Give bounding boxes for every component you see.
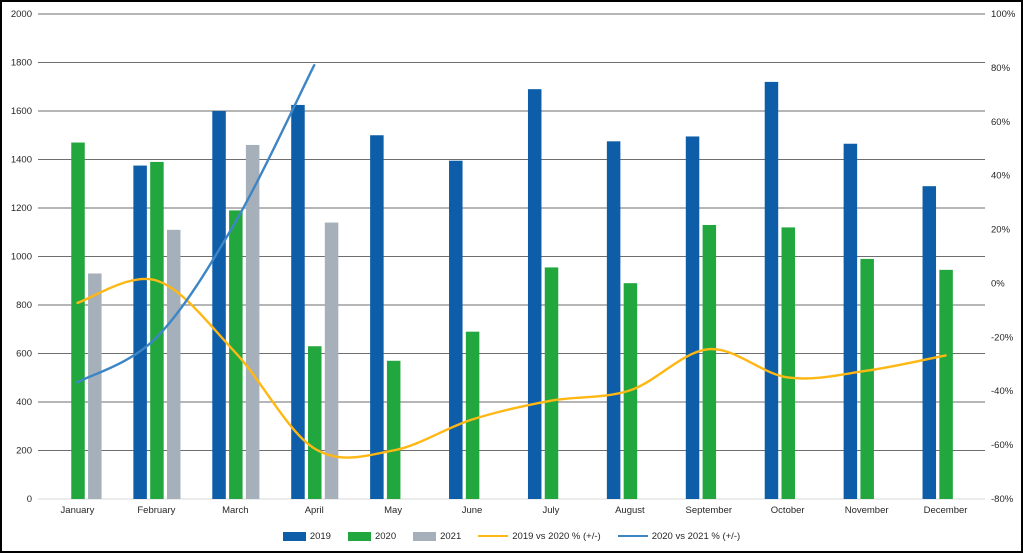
bar-2019-March (212, 111, 226, 499)
category-label-August: August (615, 505, 645, 516)
left-axis-tick-label: 1400 (11, 155, 32, 166)
category-label-December: December (924, 505, 968, 516)
bar-2020-February (150, 161, 164, 500)
right-axis-tick-label: 80% (991, 63, 1011, 74)
left-axis-tick-label: 0 (27, 494, 32, 505)
legend-item-2020: 2020 (347, 530, 397, 542)
bar-2020-September (702, 224, 717, 499)
bar-2021-January (88, 273, 102, 499)
left-axis-tick-label: 2000 (11, 9, 32, 20)
right-axis-tick-label: 0% (991, 278, 1005, 289)
chart-legend: 2019 2020 2021 2019 vs 2020 % (+/-) 2020 vs … (2, 526, 1021, 546)
category-label-January: January (61, 505, 95, 516)
category-axis-labels: January February March April May June July Augu… (61, 505, 968, 516)
legend-label: 2019 vs 2020 % (+/-) (512, 530, 601, 542)
left-axis-tick-label: 800 (16, 300, 32, 311)
left-axis-tick-labels: 0 200 400 600 800 1000 1200 1400 1600 1800 2000 (11, 9, 32, 505)
right-axis-tick-label: 40% (991, 171, 1011, 182)
bar-2021-March (245, 144, 260, 499)
category-label-November: November (845, 505, 889, 516)
legend-label: 2020 vs 2021 % (+/-) (651, 530, 741, 542)
bar-2020-November (860, 258, 874, 499)
left-axis-tick-label: 200 (16, 446, 32, 457)
legend-bar-swatch-2021 (413, 531, 437, 541)
legend-item-2019: 2019 (282, 530, 331, 542)
legend-label: 2019 (309, 530, 331, 542)
right-axis-tick-label: -80% (991, 494, 1014, 505)
right-axis-tick-label: -20% (991, 332, 1014, 343)
right-axis-tick-label: -40% (991, 386, 1014, 397)
category-label-June: June (462, 505, 483, 516)
line-2019-vs-2020 (76, 277, 947, 459)
gridlines (38, 13, 985, 500)
right-axis-tick-label: 20% (991, 225, 1011, 236)
bar-2020-June (465, 331, 480, 499)
bar-2021-February (166, 229, 181, 499)
legend-item-2021: 2021 (413, 531, 461, 542)
category-label-October: October (771, 505, 805, 516)
bar-series-2019 (133, 81, 937, 500)
legend-label: 2021 (440, 530, 462, 542)
category-label-July: July (543, 505, 560, 516)
line-2020-vs-2021 (76, 63, 316, 384)
left-axis-tick-label: 1600 (11, 106, 32, 117)
bar-2019-July (527, 89, 542, 500)
bar-series-2021 (88, 144, 339, 500)
legend-item-2020-vs-2021: 2020 vs 2021 % (+/-) (617, 530, 741, 542)
legend-item-2019-vs-2020: 2019 vs 2020 % (+/-) (478, 530, 601, 542)
bar-2020-January (71, 142, 85, 499)
legend-bar-swatch-2019 (282, 531, 306, 541)
left-axis-tick-label: 1200 (11, 203, 32, 214)
legend-line-swatch-2020-vs-2021 (617, 534, 648, 538)
category-label-February: February (137, 505, 175, 516)
bar-2019-February (133, 165, 147, 499)
left-axis-tick-label: 600 (16, 349, 32, 360)
right-axis-tick-labels: -80% -60% -40% -20% 0% 20% 40% 60% 80% 100% (991, 9, 1016, 505)
bar-2020-December (939, 269, 953, 499)
right-axis-tick-label: 60% (991, 117, 1011, 128)
legend-bar-swatch-2020 (347, 531, 371, 541)
bar-2019-November (843, 143, 858, 500)
category-label-May: May (384, 505, 402, 516)
bar-2020-October (781, 227, 796, 499)
legend-label: 2020 (374, 530, 397, 542)
bar-2020-April (308, 346, 322, 499)
category-label-April: April (305, 505, 324, 516)
right-axis-tick-label: 100% (991, 9, 1016, 20)
bar-2019-December (922, 186, 937, 500)
right-axis-tick-label: -60% (991, 440, 1014, 451)
left-axis-tick-label: 1800 (11, 58, 32, 69)
bar-2020-May (386, 360, 401, 499)
left-axis-tick-label: 1000 (11, 252, 32, 263)
legend-line-swatch-2019-vs-2020 (478, 534, 509, 538)
bar-2019-October (764, 81, 779, 500)
bar-2019-May (370, 135, 384, 499)
bar-2019-April (291, 104, 305, 499)
category-label-September: September (686, 505, 732, 516)
bar-2019-August (606, 141, 621, 499)
bar-2019-September (685, 136, 700, 499)
category-label-March: March (222, 505, 248, 516)
bar-series-2020 (71, 142, 953, 500)
left-axis-tick-label: 400 (16, 397, 32, 408)
bar-2020-July (544, 267, 559, 499)
bar-2021-April (324, 222, 339, 500)
bar-2019-June (449, 160, 463, 499)
